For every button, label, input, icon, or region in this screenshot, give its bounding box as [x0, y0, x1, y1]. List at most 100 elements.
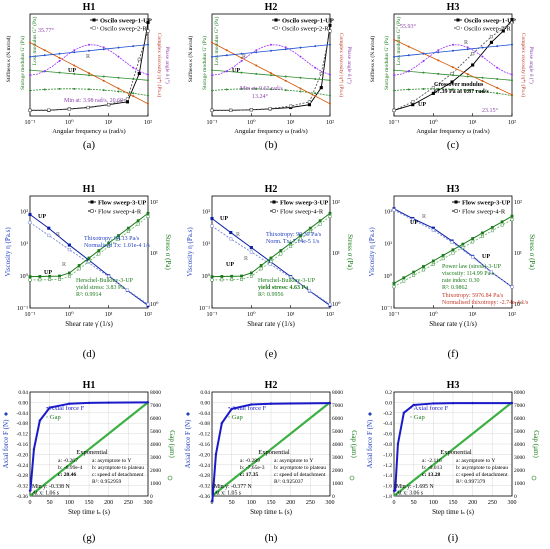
data-point	[411, 218, 415, 222]
data-point	[481, 55, 484, 58]
y-tick-label-left: -0.04	[17, 411, 29, 417]
y-axis-label-left-3: Loss modulus G'' (Pa)	[31, 17, 38, 66]
data-point	[210, 275, 214, 279]
data-point	[511, 93, 513, 96]
legend-label: Oscilo sweep-2-R	[282, 26, 329, 33]
x-tick-label: 10⁻¹	[389, 312, 400, 318]
data-point	[393, 38, 395, 41]
y-tick-label-left: -0.16	[199, 442, 211, 448]
legend-label: ◦ Gap	[410, 414, 425, 421]
data-point	[230, 274, 234, 278]
chart-title: H2	[265, 2, 278, 13]
annotation: R	[236, 232, 240, 238]
annotation: Herschel-Bulkley-3-UP	[76, 278, 134, 284]
y-tick-label-left: 10²	[202, 209, 210, 215]
data-point	[210, 224, 214, 228]
data-point	[28, 220, 32, 225]
x-tick-label: 10⁻¹	[25, 120, 36, 126]
data-point	[146, 215, 150, 219]
data-point	[422, 52, 425, 55]
panel-letter: (a)	[83, 139, 96, 151]
data-point	[422, 87, 425, 90]
circle-marker-icon	[349, 475, 355, 481]
panel-letter: (e)	[265, 348, 278, 360]
x-axis-label: Angular frequency ω (rad/s)	[52, 128, 125, 135]
x-tick-label: 300	[144, 500, 153, 506]
legend-label: Oscilo sweep-1-UP	[100, 18, 152, 25]
data-point	[299, 46, 302, 49]
x-tick-label: 10²	[144, 120, 152, 126]
data-point	[328, 302, 332, 306]
plot-frame	[393, 13, 513, 117]
annotation: 67.39 Pa at 0.87 rad/s	[434, 89, 489, 95]
data-point	[501, 26, 505, 30]
companion-curve	[393, 44, 513, 76]
data-point	[328, 401, 332, 405]
annotation: Normalised thixotropy: -2.74e-4 1/s	[442, 300, 529, 306]
series-line	[393, 22, 513, 111]
y-tick-label-right: 10²	[332, 200, 340, 206]
series-line-gap	[29, 401, 149, 497]
y-tick-label-right: 5000	[514, 429, 525, 435]
annotation: Min at: 0.63 rad/s	[240, 86, 283, 92]
data-point	[328, 29, 332, 33]
data-point	[451, 401, 455, 405]
data-point	[437, 51, 440, 54]
y-axis-label-right-2: Phase angle δ (°)	[528, 46, 535, 83]
y-tick-label-right: 1000	[332, 481, 343, 487]
data-point	[47, 233, 51, 237]
data-point	[270, 49, 272, 52]
data-point	[255, 87, 258, 90]
y-tick-label-left: 10¹	[20, 242, 28, 248]
annotation: UP	[68, 68, 76, 74]
data-point	[270, 43, 272, 46]
x-tick-label: 10²	[508, 312, 516, 318]
data-point	[73, 72, 76, 75]
data-point	[466, 48, 469, 51]
data-point	[289, 104, 293, 108]
annotation: rate index: 0.30	[442, 278, 480, 284]
data-point	[136, 219, 140, 223]
plot-frame	[29, 13, 149, 117]
data-point	[496, 78, 499, 81]
chart-panel-f: H3 10⁻¹ 10⁰ 10¹ 10² 10⁻¹ 10⁰ 10¹ 10² 10⁰ 10¹ 10² She…	[368, 184, 536, 328]
fit-parameter: b: -0.013	[422, 465, 442, 471]
data-point	[437, 49, 440, 52]
chart-title: H2	[265, 184, 278, 195]
data-point	[422, 71, 425, 74]
series-line	[393, 19, 513, 111]
data-point	[422, 59, 425, 62]
data-point	[77, 267, 81, 271]
y-tick-label-left: -0.28	[199, 473, 211, 479]
fit-r-squared: R²: 0.925037	[274, 479, 304, 485]
data-point	[307, 288, 311, 293]
annotation: R	[62, 262, 66, 268]
y-axis-label-right: Complex viscosity |η*| (Pa.s)	[520, 33, 527, 98]
plot-frame	[393, 391, 513, 497]
legend-label: Flow sweep-3-UP	[462, 200, 510, 207]
data-point	[211, 74, 213, 77]
y-tick-label-right: 0	[332, 494, 335, 500]
data-point	[214, 453, 218, 456]
plot-frame	[393, 195, 513, 309]
data-point	[107, 401, 110, 404]
data-point	[422, 265, 425, 268]
data-point	[466, 75, 469, 78]
data-point	[48, 278, 52, 282]
companion-curve	[393, 88, 513, 96]
x-tick-label: 50	[47, 500, 53, 506]
diamond-marker-icon	[4, 412, 8, 416]
data-point	[431, 228, 435, 232]
fit-description: b: asymptote to plateau	[456, 465, 508, 471]
annotation: R	[244, 256, 248, 262]
data-point	[147, 43, 149, 46]
data-point	[225, 49, 228, 52]
y-axis-label-right: Stress σ (Pa)	[528, 234, 536, 270]
data-point	[240, 278, 243, 281]
series-line	[29, 30, 149, 111]
data-point	[396, 442, 400, 446]
data-point	[450, 240, 454, 244]
data-point	[73, 87, 76, 90]
y-tick-label-left: 10⁻¹	[17, 306, 28, 312]
